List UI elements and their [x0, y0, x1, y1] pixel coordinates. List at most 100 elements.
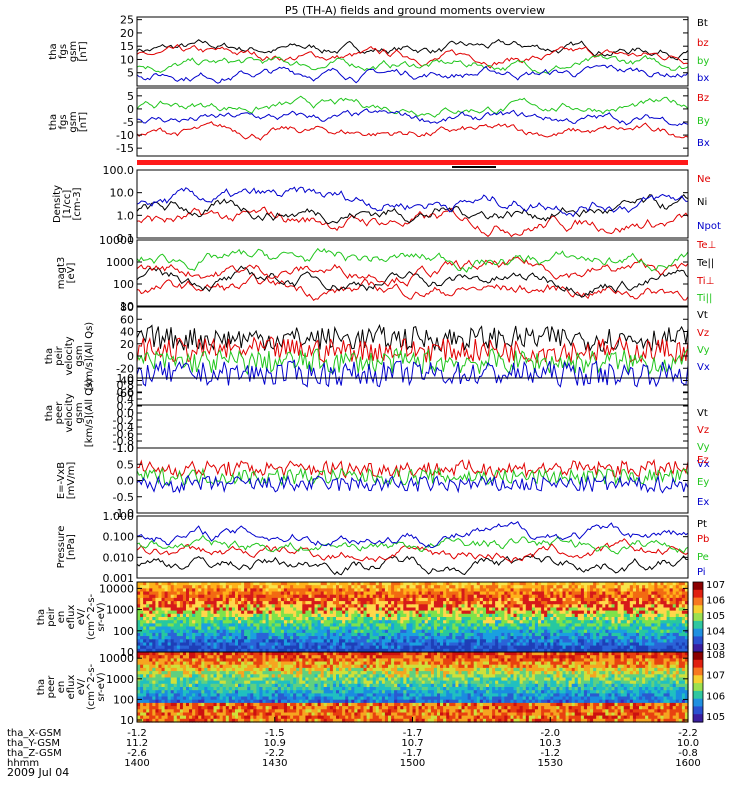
spectrogram-cell [550, 645, 554, 650]
spectrogram-cell [458, 632, 463, 637]
spectrogram-cell [587, 652, 591, 656]
spectrogram-cell [596, 642, 600, 647]
spectrogram-cell [684, 626, 689, 631]
spectrogram-cell [461, 658, 466, 663]
y-tick-label: 0.2 [117, 400, 135, 413]
spectrogram-cell [176, 642, 181, 647]
spectrogram-cell [458, 639, 463, 644]
spectrogram-cell [538, 658, 542, 663]
spectrogram-cell [314, 642, 319, 647]
spectrogram-cell [394, 585, 398, 589]
spectrogram-cell [235, 588, 239, 593]
spectrogram-cell [541, 661, 545, 666]
spectrogram-cell [299, 617, 303, 621]
spectrogram-cell [167, 591, 172, 596]
spectrogram-cell [366, 623, 371, 628]
spectrogram-cell [369, 617, 374, 621]
spectrogram-cell [501, 661, 505, 666]
spectrogram-cell [409, 639, 414, 644]
spectrogram-cell [372, 626, 377, 631]
spectrogram-cell [213, 601, 218, 605]
spectrogram-cell [455, 582, 460, 586]
spectrogram-cell [611, 613, 616, 618]
spectrogram-cell [351, 591, 355, 596]
spectrogram-cell [577, 642, 582, 647]
spectrogram-cell [329, 591, 334, 596]
spectrogram-cell [587, 629, 591, 634]
spectrogram-cell [492, 582, 496, 586]
spectrogram-cell [152, 601, 156, 605]
spectrogram-cell [179, 642, 184, 647]
spectrogram-cell [360, 620, 365, 624]
spectrogram-cell [632, 639, 637, 644]
spectrogram-cell [403, 629, 407, 634]
spectrogram-cell [458, 582, 463, 586]
spectrogram-cell [262, 607, 267, 612]
spectrogram-cell [427, 661, 432, 666]
spectrogram-cell [415, 617, 420, 621]
spectrogram-cell [681, 604, 686, 609]
spectrogram-cell [513, 604, 518, 609]
spectrogram-cell [412, 594, 417, 599]
spectrogram-cell [571, 613, 576, 618]
spectrogram-cell [161, 658, 166, 663]
spectrogram-cell [280, 585, 285, 589]
spectrogram-cell [443, 629, 447, 634]
spectrogram-cell [241, 620, 245, 624]
spectrogram-cell [663, 652, 668, 656]
spectrogram-cell [192, 610, 196, 615]
spectrogram-cell [544, 604, 548, 609]
spectrogram-cell [381, 636, 386, 640]
spectrogram-cell [629, 655, 634, 659]
spectrogram-cell [238, 582, 242, 586]
spectrogram-cell [544, 655, 548, 659]
spectrogram-cell [562, 620, 567, 624]
spectrogram-cell [669, 594, 674, 599]
spectrogram-cell [672, 632, 677, 637]
spectrogram-cell [189, 613, 193, 618]
spectrogram-cell [219, 632, 224, 637]
spectrogram-cell [648, 617, 652, 621]
spectrogram-cell [336, 607, 340, 612]
spectrogram-cell [384, 655, 389, 659]
spectrogram-cell [320, 655, 325, 659]
spectrogram-cell [207, 597, 212, 602]
spectrogram-cell [372, 585, 377, 589]
spectrogram-cell [452, 642, 456, 647]
spectrogram-cell [265, 636, 270, 640]
spectrogram-cell [522, 617, 527, 621]
spectrogram-cell [660, 645, 665, 650]
spectrogram-cell [486, 648, 490, 653]
spectrogram-cell [192, 594, 196, 599]
spectrogram-cell [293, 588, 297, 593]
spectrogram-cell [235, 658, 239, 663]
spectrogram-cell [473, 661, 478, 666]
spectrogram-cell [632, 642, 637, 647]
spectrogram-cell [397, 645, 401, 650]
spectrogram-cell [678, 613, 683, 618]
spectrogram-cell [617, 620, 622, 624]
spectrogram-cell [492, 626, 496, 631]
spectrogram-cell [648, 610, 652, 615]
spectrogram-cell [418, 613, 423, 618]
spectrogram-cell [663, 629, 668, 634]
spectrogram-cell [222, 588, 227, 593]
spectrogram-cell [623, 626, 628, 631]
spectrogram-cell [345, 648, 349, 653]
spectrogram-cell [152, 648, 156, 653]
spectrogram-cell [378, 604, 383, 609]
spectrogram-cell [210, 594, 215, 599]
spectrogram-cell [639, 658, 643, 663]
spectrogram-cell [440, 626, 444, 631]
spectrogram-cell [256, 620, 261, 624]
spectrogram-cell [320, 652, 325, 656]
spectrogram-cell [296, 626, 300, 631]
spectrogram-cell [525, 645, 530, 650]
spectrogram-cell [519, 610, 524, 615]
spectrogram-cell [443, 652, 447, 656]
spectrogram-cell [421, 648, 426, 653]
spectrogram-cell [424, 658, 429, 663]
spectrogram-cell [437, 636, 441, 640]
spectrogram-cell [302, 607, 306, 612]
spectrogram-cell [235, 610, 239, 615]
